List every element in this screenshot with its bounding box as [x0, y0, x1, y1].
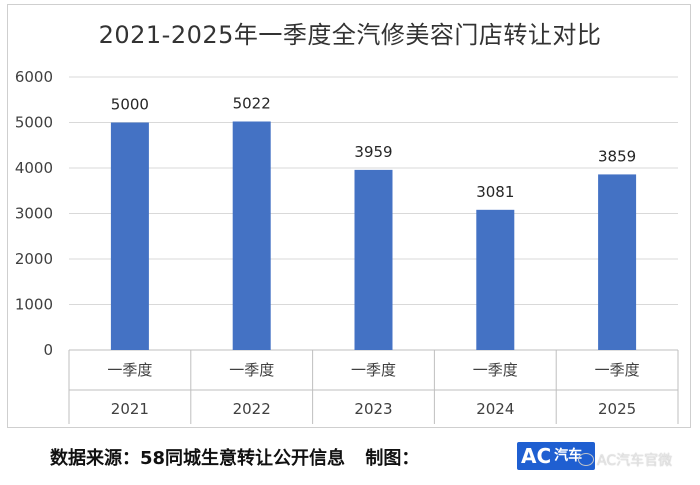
x-year-label-2024: 2024: [476, 400, 514, 418]
data-label-2023: 3959: [354, 143, 392, 161]
x-year-label-2022: 2022: [233, 400, 271, 418]
y-tick-label-4000: 4000: [15, 159, 53, 177]
y-tick-label-2000: 2000: [15, 250, 53, 268]
x-year-label-2025: 2025: [598, 400, 636, 418]
x-quarter-label-2023: 一季度: [351, 361, 396, 379]
bar-2021: [110, 122, 149, 350]
x-quarter-label-2025: 一季度: [595, 361, 640, 379]
ac-auto-logo: AC 汽车: [517, 442, 595, 470]
x-quarter-label-2024: 一季度: [473, 361, 518, 379]
data-label-2024: 3081: [476, 183, 514, 201]
x-year-label-2023: 2023: [354, 400, 392, 418]
y-tick-label-3000: 3000: [15, 205, 53, 223]
bar-2023: [354, 169, 393, 350]
bar-chart-plot: 0 1000 2000 3000 4000 5000 6000 5000 一季度 2021 5022…: [15, 68, 679, 424]
data-label-2021: 5000: [111, 96, 149, 114]
x-quarter-label-2022: 一季度: [229, 361, 274, 379]
footer: 数据来源：58同城生意转让公开信息 制图： AC 汽车 AC汽车官微: [0, 436, 700, 485]
data-label-2025: 3859: [598, 147, 636, 165]
y-tick-label-5000: 5000: [15, 114, 53, 132]
bar-2025: [598, 174, 637, 350]
x-quarter-label-2021: 一季度: [107, 361, 152, 379]
logo-letters: AC: [521, 444, 552, 468]
bar-2024: [476, 209, 515, 350]
y-tick-label-6000: 6000: [15, 68, 53, 86]
chart-by-label: 制图：: [365, 448, 420, 469]
y-tick-label-0: 0: [43, 341, 53, 359]
bar-2022: [232, 121, 271, 351]
source-label: 数据来源：58同城生意转让公开信息: [50, 448, 346, 469]
y-tick-label-1000: 1000: [15, 296, 53, 314]
chart-title: 2021-2025年一季度全汽修美容门店转让对比: [98, 21, 602, 49]
weibo-icon: [578, 453, 594, 466]
chart-container: 2021-2025年一季度全汽修美容门店转让对比 0 1000 2000 3000 40…: [7, 4, 691, 428]
x-year-label-2021: 2021: [111, 400, 149, 418]
source-text: 数据来源：58同城生意转让公开信息 制图：: [50, 444, 419, 470]
data-label-2022: 5022: [233, 94, 271, 112]
watermark: AC汽车官微: [578, 450, 672, 470]
watermark-text: AC汽车官微: [597, 453, 673, 469]
logo-subtext: 汽车: [554, 448, 583, 464]
